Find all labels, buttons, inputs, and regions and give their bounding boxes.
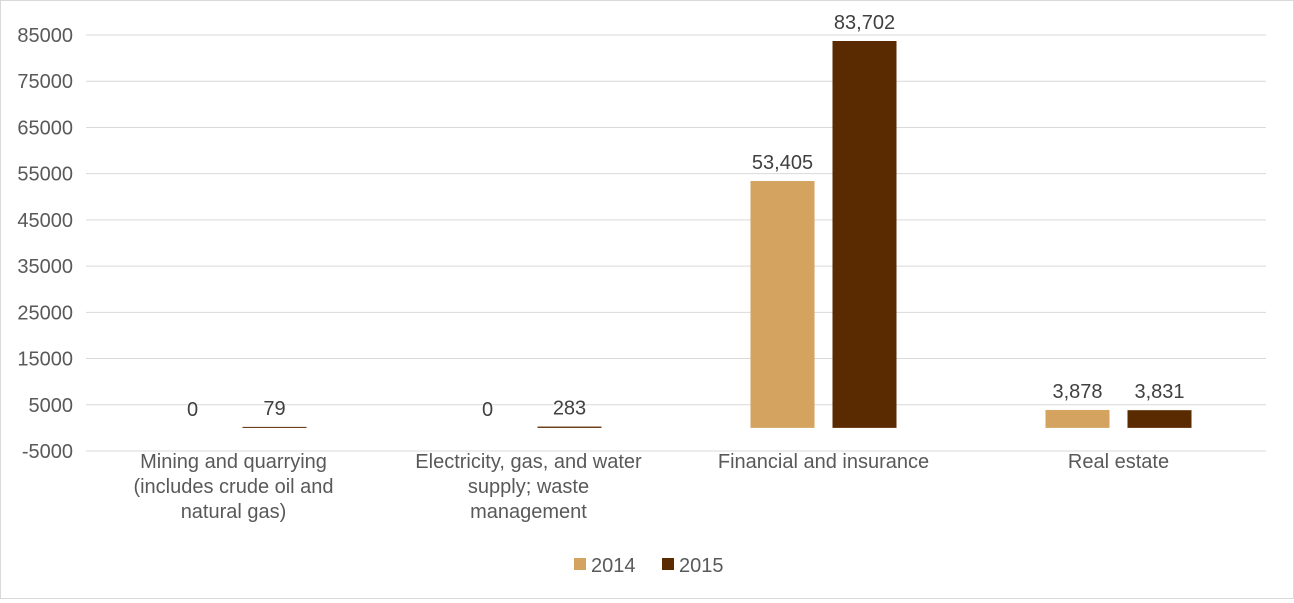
category-label: natural gas) [181, 501, 287, 523]
data-label: 3,831 [1134, 381, 1184, 403]
legend-label: 2014 [591, 555, 636, 577]
data-label: 0 [187, 399, 198, 421]
legend-swatch-2015 [662, 558, 674, 570]
y-tick-label: 45000 [17, 210, 73, 232]
category-label: Mining and quarrying [140, 451, 327, 473]
bar-2014-2 [750, 181, 815, 428]
y-tick-label: -5000 [22, 441, 73, 463]
gridlines [86, 34, 1266, 452]
data-label: 79 [263, 398, 285, 420]
data-label: 283 [553, 398, 586, 420]
bars [242, 40, 1192, 428]
bar-2015-2 [832, 40, 897, 428]
legend-label: 2015 [679, 555, 724, 577]
bar-2015-0 [242, 426, 307, 428]
y-tick-label: 55000 [17, 164, 73, 186]
data-labels: 0 79 0 283 53,405 83,702 3,878 3,831 [187, 12, 1185, 421]
legend-swatch-2014 [574, 558, 586, 570]
data-label: 0 [482, 399, 493, 421]
category-label: Real estate [1068, 451, 1169, 473]
data-label: 3,878 [1052, 381, 1102, 403]
category-label: management [470, 501, 587, 523]
y-tick-label: 5000 [29, 395, 74, 417]
y-tick-label: 65000 [17, 117, 73, 139]
category-label: (includes crude oil and [133, 476, 333, 498]
bar-2015-3 [1127, 410, 1192, 428]
bar-2015-1 [537, 426, 602, 428]
data-label: 53,405 [752, 152, 813, 174]
data-label: 83,702 [834, 12, 895, 34]
category-label: Financial and insurance [718, 451, 929, 473]
y-tick-label: 15000 [17, 349, 73, 371]
category-label: supply; waste [468, 476, 589, 498]
bar-2014-3 [1045, 409, 1110, 428]
y-axis: 85000 75000 65000 55000 45000 35000 25000 15000… [17, 25, 73, 463]
y-tick-label: 25000 [17, 302, 73, 324]
y-tick-label: 35000 [17, 256, 73, 278]
y-tick-label: 75000 [17, 71, 73, 93]
legend: 2014 2015 [574, 555, 724, 577]
x-axis-categories: Mining and quarrying (includes crude oil … [133, 451, 1169, 523]
category-label: Electricity, gas, and water [415, 451, 642, 473]
y-tick-label: 85000 [17, 25, 73, 47]
